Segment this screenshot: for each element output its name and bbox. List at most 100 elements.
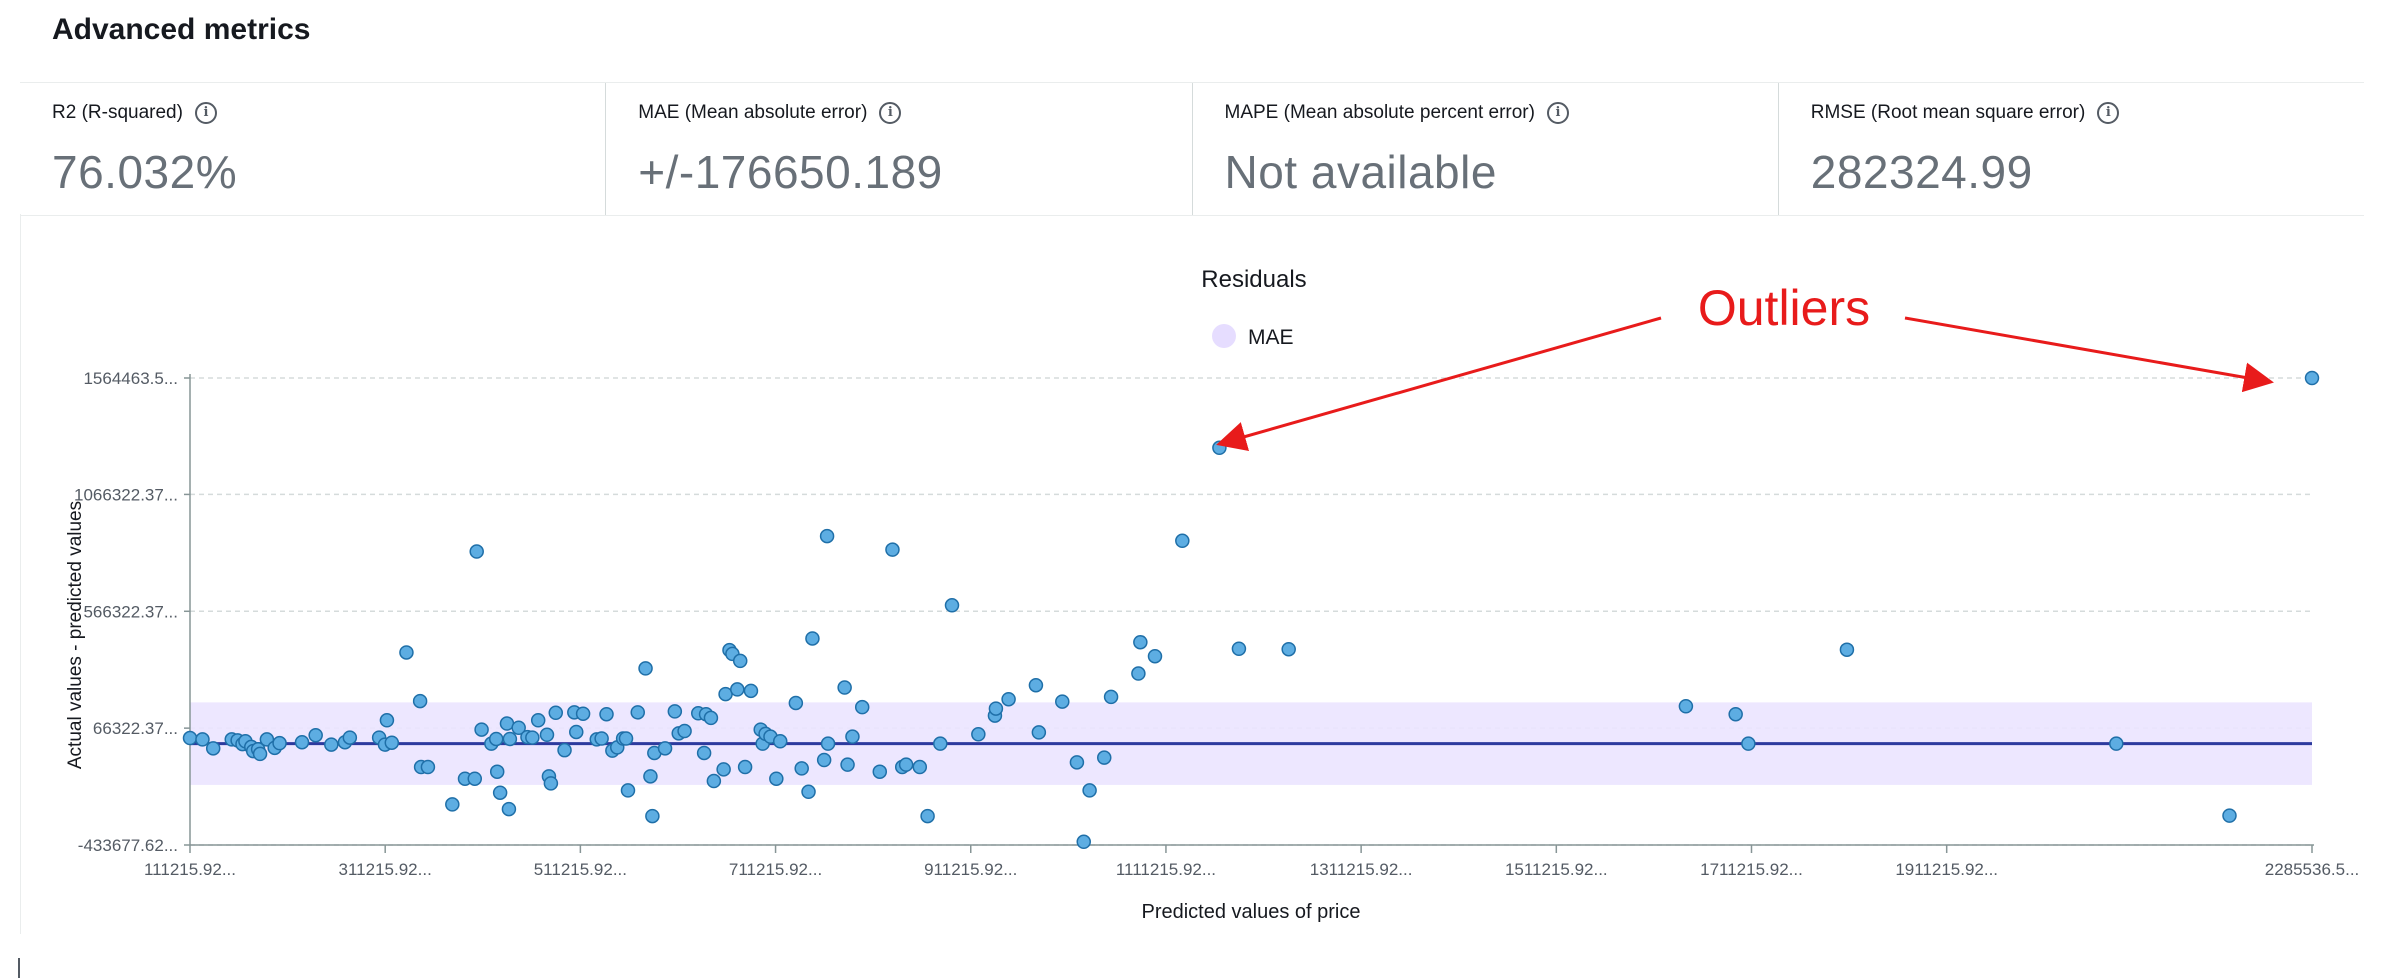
data-point[interactable] (2304, 370, 2320, 386)
data-point[interactable] (1281, 641, 1296, 657)
data-point[interactable] (1678, 698, 1694, 714)
data-point[interactable] (677, 723, 692, 739)
data-point[interactable] (769, 771, 784, 786)
data-point[interactable] (252, 746, 268, 762)
data-point[interactable] (743, 683, 759, 699)
data-point[interactable] (1103, 689, 1119, 705)
data-point[interactable] (1231, 641, 1247, 657)
data-point[interactable] (703, 710, 719, 726)
data-point[interactable] (599, 706, 614, 722)
data-point[interactable] (805, 631, 820, 646)
data-point[interactable] (794, 761, 809, 776)
data-point[interactable] (399, 645, 414, 660)
data-point[interactable] (543, 776, 559, 791)
data-point[interactable] (420, 759, 436, 775)
data-point[interactable] (594, 731, 609, 746)
data-point[interactable] (492, 785, 508, 800)
data-point[interactable] (912, 759, 928, 775)
data-point[interactable] (469, 544, 484, 559)
data-point[interactable] (643, 769, 658, 784)
data-point[interactable] (205, 741, 221, 756)
data-point[interactable] (575, 706, 591, 721)
info-icon[interactable]: i (1546, 102, 1569, 124)
data-point[interactable] (706, 773, 722, 789)
data-point[interactable] (379, 713, 395, 728)
data-point[interactable] (412, 693, 428, 709)
data-point[interactable] (1028, 677, 1044, 693)
info-icon[interactable]: i (194, 102, 217, 124)
data-point[interactable] (801, 784, 816, 800)
data-point[interactable] (1131, 666, 1146, 681)
data-point[interactable] (1031, 725, 1047, 740)
data-point[interactable] (525, 730, 540, 745)
data-point[interactable] (195, 732, 210, 747)
data-point[interactable] (467, 771, 483, 786)
data-point[interactable] (837, 680, 852, 695)
data-point[interactable] (885, 542, 900, 557)
data-point[interactable] (971, 727, 986, 742)
data-point[interactable] (294, 734, 310, 750)
data-point[interactable] (1055, 694, 1070, 709)
data-point[interactable] (272, 735, 287, 751)
data-point[interactable] (539, 727, 555, 743)
data-point[interactable] (488, 731, 504, 747)
data-point[interactable] (618, 731, 634, 746)
data-point[interactable] (737, 759, 753, 775)
data-point[interactable] (620, 783, 636, 798)
data-point[interactable] (1175, 533, 1190, 549)
data-point[interactable] (1839, 642, 1855, 657)
data-point[interactable] (474, 722, 489, 737)
data-point[interactable] (445, 797, 460, 812)
data-point[interactable] (772, 734, 788, 749)
data-point[interactable] (898, 757, 914, 772)
data-point[interactable] (696, 745, 712, 761)
data-point[interactable] (1728, 706, 1743, 722)
data-point[interactable] (1076, 834, 1091, 850)
data-point[interactable] (920, 808, 935, 824)
data-point[interactable] (854, 699, 870, 715)
data-point[interactable] (1069, 755, 1085, 770)
data-point[interactable] (1082, 783, 1097, 798)
legend-mae-label[interactable]: MAE (1248, 326, 1294, 349)
legend-mae-swatch[interactable] (1212, 324, 1236, 348)
data-point[interactable] (2222, 808, 2237, 823)
data-point[interactable] (645, 808, 660, 824)
data-point[interactable] (548, 705, 564, 721)
data-point[interactable] (944, 598, 960, 613)
data-point[interactable] (872, 764, 888, 779)
data-point[interactable] (840, 757, 855, 772)
data-point[interactable] (502, 731, 518, 747)
data-point[interactable] (511, 720, 526, 735)
data-point[interactable] (557, 742, 572, 758)
data-point[interactable] (716, 762, 731, 777)
data-point[interactable] (1096, 750, 1112, 765)
data-point[interactable] (638, 661, 653, 676)
data-point[interactable] (667, 704, 683, 719)
data-point[interactable] (569, 724, 584, 740)
data-point[interactable] (530, 713, 546, 728)
data-point[interactable] (988, 701, 1004, 716)
data-point[interactable] (730, 682, 745, 697)
data-point[interactable] (1741, 736, 1756, 751)
data-point[interactable] (1133, 634, 1148, 650)
data-point[interactable] (1147, 648, 1163, 664)
data-point[interactable] (342, 730, 358, 745)
data-point[interactable] (308, 727, 323, 743)
info-icon[interactable]: i (879, 102, 902, 124)
data-point[interactable] (820, 736, 836, 751)
data-point[interactable] (845, 729, 860, 744)
data-point[interactable] (816, 752, 832, 768)
data-point[interactable] (933, 736, 948, 751)
data-point[interactable] (489, 764, 505, 779)
data-point[interactable] (501, 801, 517, 817)
data-point[interactable] (732, 653, 748, 669)
data-point[interactable] (324, 737, 339, 752)
data-point[interactable] (819, 528, 835, 544)
data-point[interactable] (384, 735, 400, 750)
data-point[interactable] (630, 705, 645, 720)
data-point[interactable] (1001, 691, 1016, 707)
data-point[interactable] (788, 695, 804, 711)
info-icon[interactable]: i (2097, 102, 2120, 124)
data-point[interactable] (2109, 736, 2124, 751)
data-point[interactable] (182, 730, 198, 746)
